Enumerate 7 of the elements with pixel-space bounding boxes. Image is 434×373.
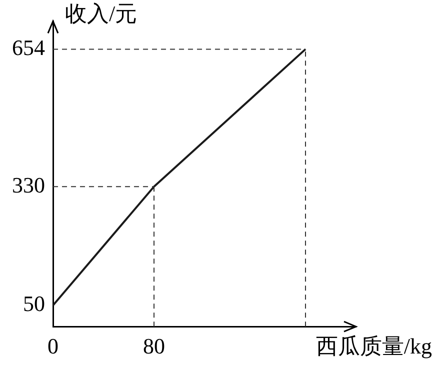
x-tick-label: 0 (48, 334, 58, 359)
x-tick-label: 80 (143, 334, 165, 359)
y-tick-label: 50 (23, 291, 45, 316)
y-tick-label: 654 (12, 34, 45, 60)
x-axis-title: 西瓜质量/kg (316, 333, 432, 358)
y-axis-title: 收入/元 (65, 0, 138, 26)
y-tick-label: 330 (12, 172, 45, 198)
